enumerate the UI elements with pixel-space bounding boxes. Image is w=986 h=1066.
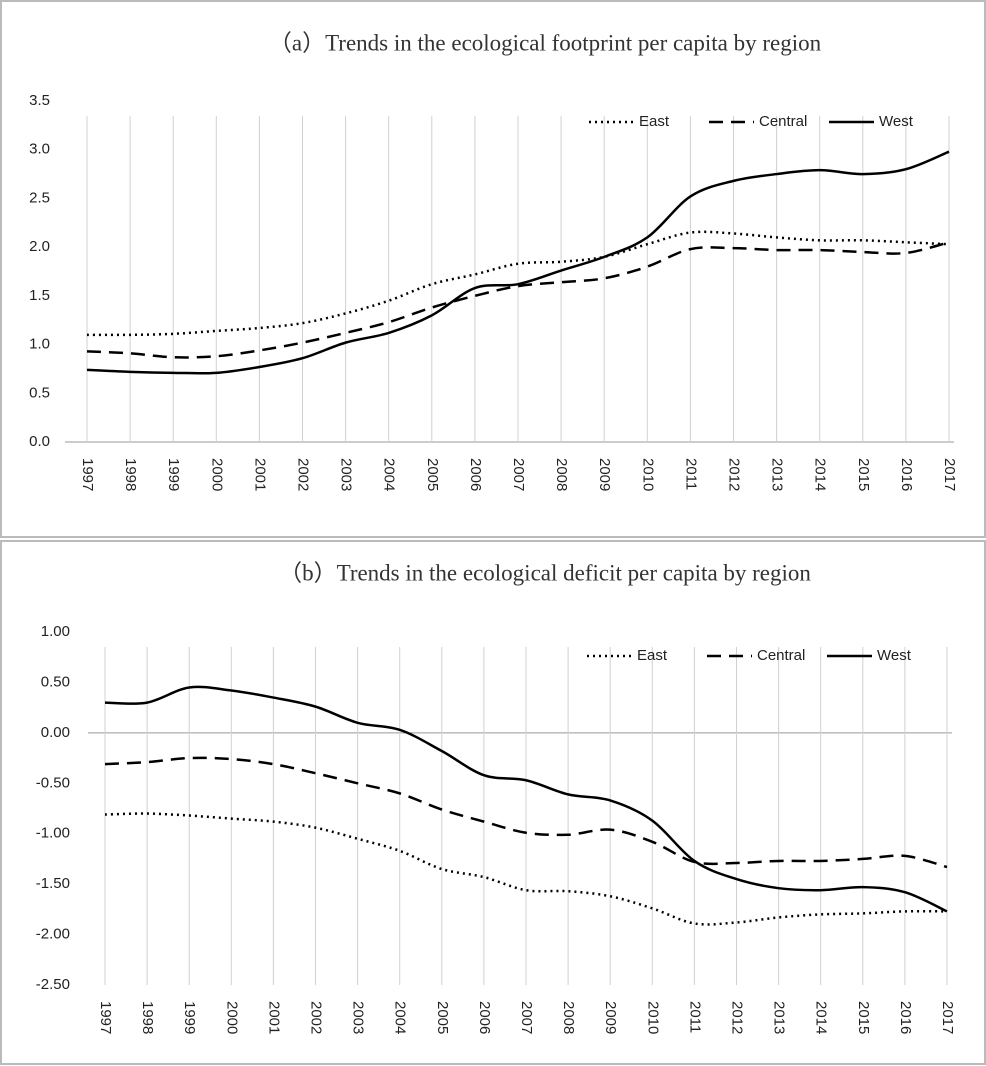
x-tick-label: 2015 [855,458,872,491]
series-line [86,150,950,375]
y-tick-label: 2.5 [29,189,50,206]
panel-border [0,0,986,538]
x-tick-label: 2003 [338,458,355,491]
x-tick-label: 2017 [939,1001,956,1034]
y-tick-label: 3.0 [29,141,50,158]
chart-title: （a）Trends in the ecological footprint pe… [269,30,822,55]
x-tick-label: 2009 [602,1001,619,1034]
x-tick-label: 2014 [813,1001,830,1034]
legend-label: West [879,113,914,130]
y-tick-label: 0.0 [29,433,50,450]
panel-border [0,540,986,1065]
x-tick-label: 2012 [726,458,743,491]
y-tick-label: 2.0 [29,238,50,255]
y-tick-label: 3.5 [29,92,50,109]
x-tick-label: 2001 [265,1001,282,1034]
y-tick-label: 1.5 [29,287,50,304]
x-tick-label: 2008 [560,1001,577,1034]
y-tick-label: -1.00 [36,825,70,842]
x-tick-label: 2002 [295,458,312,491]
x-tick-label: 2009 [596,458,613,491]
y-tick-label: -2.50 [36,976,70,993]
y-tick-label: -0.50 [36,774,70,791]
x-tick-label: 2013 [769,458,786,491]
x-tick-label: 2016 [897,1001,914,1034]
x-tick-label: 2005 [434,1001,451,1034]
series-line [104,756,948,869]
x-tick-label: 2011 [686,1001,703,1033]
y-tick-label: 0.5 [29,384,50,401]
y-tick-label: 0.00 [41,724,70,741]
x-tick-label: 2007 [518,1001,535,1034]
x-tick-label: 2004 [381,458,398,491]
legend-label: East [637,647,668,664]
x-tick-label: 1999 [181,1001,198,1034]
legend-label: West [877,647,912,664]
x-tick-label: 2007 [510,458,527,491]
series-line [86,230,950,337]
x-tick-label: 2011 [682,458,699,490]
x-tick-label: 2017 [941,458,958,491]
x-tick-label: 1998 [139,1001,156,1034]
x-tick-label: 2012 [729,1001,746,1034]
x-tick-label: 2004 [392,1001,409,1034]
x-tick-label: 1997 [97,1001,114,1034]
x-tick-label: 2010 [639,458,656,491]
x-tick-label: 2015 [855,1001,872,1034]
legend-label: East [639,113,670,130]
series-line [104,812,948,926]
x-tick-label: 2006 [467,458,484,491]
y-tick-label: 1.00 [41,623,70,640]
x-tick-label: 2000 [208,458,225,491]
x-tick-label: 2008 [553,458,570,491]
x-tick-label: 2016 [898,458,915,491]
series-line [104,685,948,913]
x-tick-label: 2001 [251,458,268,491]
series-line [86,241,950,359]
x-tick-label: 1997 [79,458,96,491]
y-tick-label: 1.0 [29,336,50,353]
chart-title: （b）Trends in the ecological deficit per … [279,560,811,585]
x-tick-label: 2003 [350,1001,367,1034]
legend-label: Central [759,113,807,130]
x-tick-label: 2006 [476,1001,493,1034]
x-tick-label: 2014 [812,458,829,491]
y-tick-label: -2.00 [36,926,70,943]
legend-label: Central [757,647,805,664]
x-tick-label: 2005 [424,458,441,491]
y-tick-label: 0.50 [41,673,70,690]
x-tick-label: 1998 [122,458,139,491]
x-tick-label: 2000 [223,1001,240,1034]
x-tick-label: 2013 [771,1001,788,1034]
y-tick-label: -1.50 [36,875,70,892]
x-tick-label: 2010 [644,1001,661,1034]
x-tick-label: 1999 [165,458,182,491]
x-tick-label: 2002 [308,1001,325,1034]
